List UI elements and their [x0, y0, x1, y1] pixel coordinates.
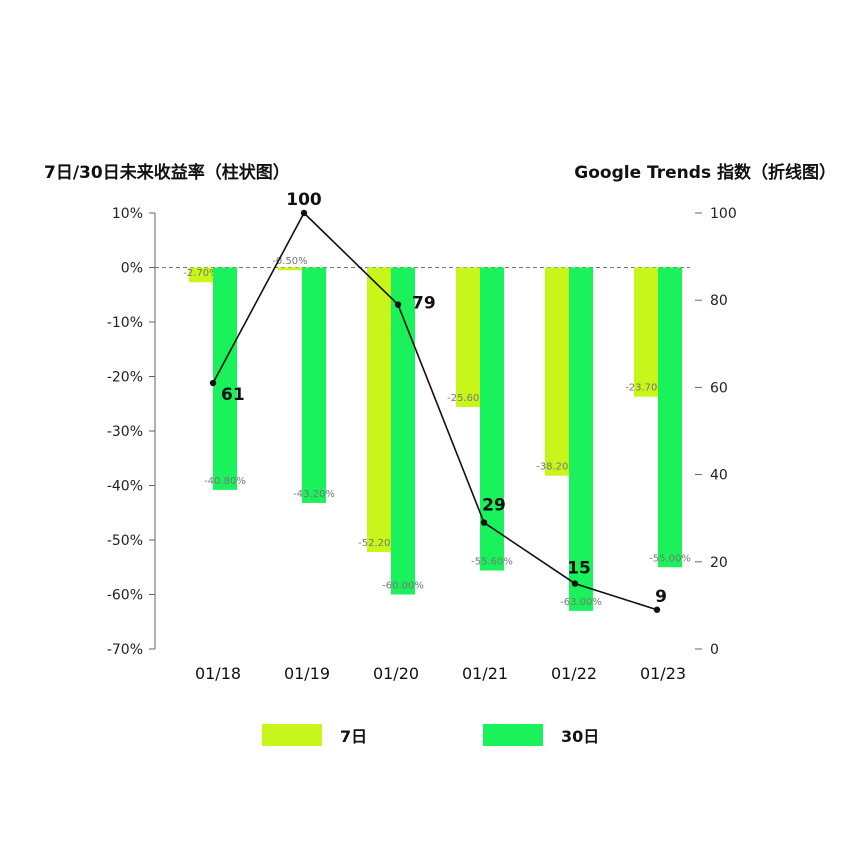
bar-7d [278, 267, 302, 271]
trend-point-label: 15 [567, 559, 591, 579]
trend-point [480, 519, 488, 526]
right-axis-tick-label: 40 [710, 468, 728, 484]
trend-point-label: 9 [655, 587, 667, 607]
legend-item-7d: 7日 [262, 722, 367, 748]
left-axis-tick-label: 0% [121, 261, 143, 277]
bar-7d [545, 267, 569, 476]
bar-30d [658, 267, 682, 568]
bar-30d-label: -63.00% [560, 597, 602, 608]
bar-30d [213, 267, 237, 490]
trend-line [212, 211, 658, 611]
trend-point [394, 301, 402, 308]
left-axis-tick-label: -60% [107, 588, 143, 604]
right-axis-tick-label: 20 [710, 555, 728, 571]
trend-point-label: 79 [412, 294, 436, 314]
legend-item-30d: 30日 [483, 722, 599, 748]
bar-7d-label: -25.60% [447, 393, 489, 404]
x-axis-tick-label: 01/20 [373, 664, 419, 683]
bar-30d [302, 267, 326, 503]
right-axis-title: Google Trends 指数（折线图） [574, 163, 836, 183]
trend-point [571, 580, 579, 587]
bar-7d [367, 267, 391, 552]
x-axis-tick-label: 01/19 [284, 664, 330, 683]
bar-30d [391, 267, 415, 595]
right-axis-tick-label: 0 [710, 642, 719, 658]
bar-7d-label: -0.50% [272, 256, 307, 267]
bar-30d-label: -43.20% [293, 489, 335, 500]
bar-7d [456, 267, 480, 408]
left-axis-tick-label: -10% [107, 315, 143, 331]
bar-7d-label: -23.70% [625, 383, 667, 394]
bar-30d-label: -55.60% [471, 557, 513, 568]
bar-30d-label: -40.80% [204, 476, 246, 487]
x-axis-tick-label: 01/23 [640, 664, 686, 683]
x-axis-tick-label: 01/22 [551, 664, 597, 683]
trend-point [209, 379, 217, 387]
left-axis-tick-label: -70% [107, 642, 143, 658]
x-axis-tick-label: 01/18 [195, 664, 241, 683]
legend-swatch-30d [483, 724, 543, 746]
left-axis-tick-label: -50% [107, 533, 143, 549]
legend-swatch-7d [262, 724, 322, 746]
bar-30d-label: -55.00% [649, 553, 691, 564]
right-axis-tick-label: 60 [710, 380, 728, 396]
trend-point-label: 61 [221, 385, 245, 405]
bar-7d-label: -38.20% [536, 462, 578, 473]
bar-7d [189, 267, 213, 283]
left-axis-tick-label: 10% [112, 206, 143, 222]
left-axis-title: 7日/30日未来收益率（柱状图） [44, 163, 290, 183]
trend-point-label: 29 [482, 496, 506, 516]
bar-30d [569, 267, 593, 611]
chart-legend: 7日 30日 [0, 722, 864, 748]
left-axis-tick-label: -40% [107, 479, 143, 495]
bar-7d [634, 267, 658, 397]
left-axis-tick-label: -20% [107, 370, 143, 386]
right-axis-tick-label: 100 [710, 206, 737, 222]
bar-30d-label: -60.00% [382, 581, 424, 592]
right-axis-tick-label: 80 [710, 293, 728, 309]
x-axis-tick-label: 01/21 [462, 664, 508, 683]
legend-label-7d: 7日 [340, 727, 368, 746]
legend-label-30d: 30日 [561, 727, 600, 746]
trend-point [300, 209, 308, 217]
left-axis-tick-label: -30% [107, 424, 143, 440]
trend-point [653, 606, 661, 613]
bar-7d-label: -2.70% [183, 268, 218, 279]
bar-7d-label: -52.20% [358, 538, 400, 549]
trend-point-label: 100 [286, 190, 322, 210]
